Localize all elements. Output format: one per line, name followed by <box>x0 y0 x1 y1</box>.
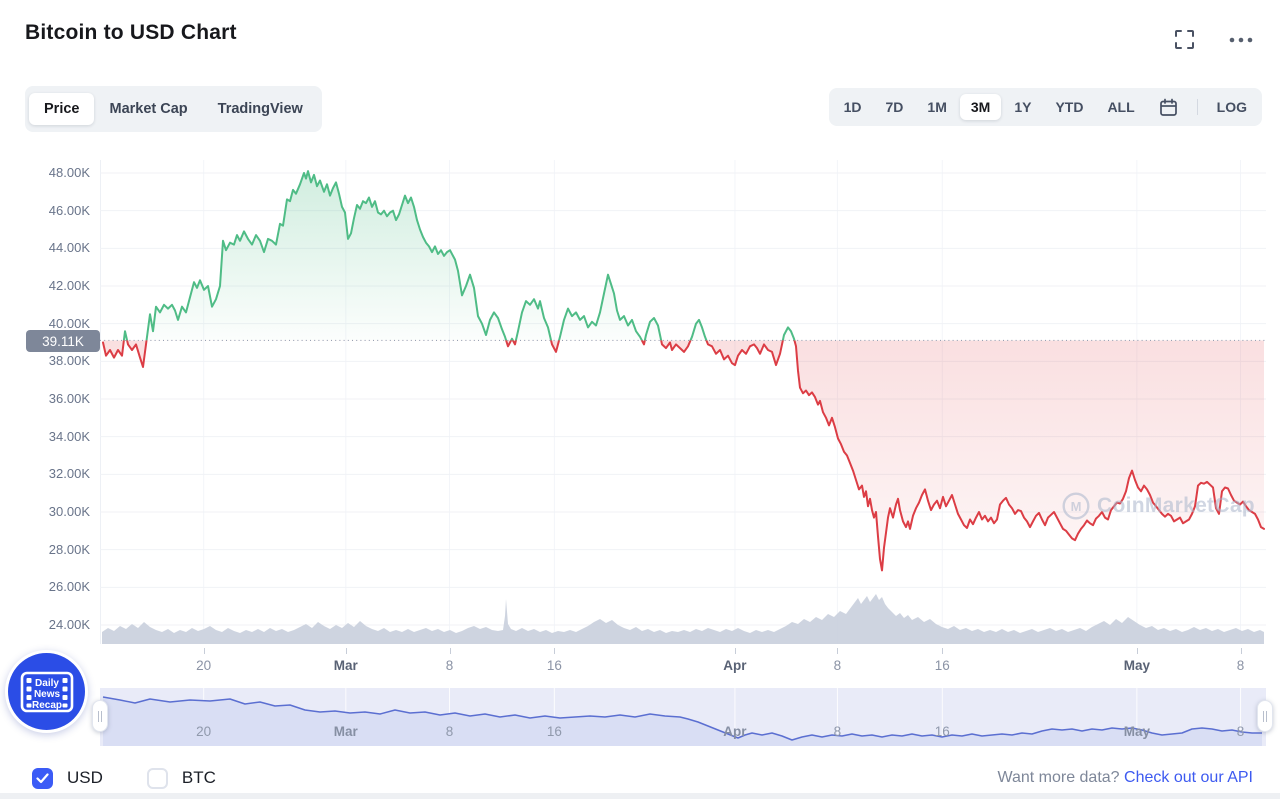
checkmark-icon <box>36 772 49 783</box>
film-strip-icon: Daily News Recap <box>20 671 73 712</box>
more-options-icon[interactable] <box>1228 36 1254 44</box>
x-axis-tick <box>554 648 556 654</box>
tab-price[interactable]: Price <box>29 93 95 125</box>
y-axis-label: 36.00K <box>48 390 90 406</box>
fullscreen-icon[interactable] <box>1175 30 1194 49</box>
price-area-below-reference <box>103 340 1264 571</box>
x-axis-label: Apr <box>723 658 747 673</box>
usd-checkbox-label[interactable]: USD <box>67 768 103 787</box>
y-axis-label: 38.00K <box>48 353 90 369</box>
coinmarketcap-watermark: M CoinMarketCap <box>1062 492 1255 520</box>
navigator-area <box>103 697 1262 746</box>
api-link[interactable]: Check out our API <box>1124 769 1253 786</box>
current-price-badge: 39.11K <box>26 330 100 352</box>
range-7d[interactable]: 7D <box>885 99 904 115</box>
x-axis-label: May <box>1123 658 1150 673</box>
y-axis-label: 40.00K <box>48 315 90 331</box>
y-axis-label: 48.00K <box>48 165 90 180</box>
y-axis-label: 24.00K <box>48 616 90 632</box>
navigator-line <box>102 696 1262 741</box>
price-line-down-segments <box>102 340 1265 572</box>
log-scale-toggle[interactable]: LOG <box>1216 99 1247 115</box>
y-axis-label: 26.00K <box>48 579 90 595</box>
x-axis-label: Mar <box>333 658 358 673</box>
watermark-text: CoinMarketCap <box>1097 494 1255 517</box>
x-axis-tick <box>1136 648 1138 654</box>
navigator-label: 16 <box>546 724 562 739</box>
btc-checkbox[interactable] <box>146 767 168 789</box>
svg-text:Daily: Daily <box>35 678 59 689</box>
navigator-label: 8 <box>833 724 842 739</box>
brush-handle-right[interactable] <box>1257 700 1273 732</box>
x-axis-label: 16 <box>546 658 562 673</box>
svg-text:News: News <box>33 689 60 700</box>
y-axis-label: 32.00K <box>48 466 90 482</box>
navigator-brush-track[interactable] <box>100 688 1266 746</box>
range-1d[interactable]: 1D <box>843 99 862 115</box>
x-axis-tick <box>203 648 205 654</box>
navigator-label: Mar <box>333 724 358 739</box>
range-all[interactable]: ALL <box>1107 99 1135 115</box>
x-axis-tick <box>837 648 839 654</box>
range-1y[interactable]: 1Y <box>1014 99 1032 115</box>
price-line-up-segments <box>122 170 796 341</box>
y-axis-label: 34.00K <box>48 428 90 444</box>
x-axis-label: 20 <box>196 658 212 673</box>
chart-type-tab-bar: Price Market Cap TradingView <box>25 86 322 132</box>
x-axis-label: 8 <box>1236 658 1245 673</box>
btc-checkbox-label[interactable]: BTC <box>181 768 216 787</box>
range-ytd[interactable]: YTD <box>1055 99 1084 115</box>
x-axis-label: 16 <box>934 658 950 673</box>
x-axis-label: 8 <box>833 658 842 673</box>
api-prompt-text: Want more data? <box>997 769 1120 786</box>
y-axis-label: 42.00K <box>48 277 90 293</box>
x-axis-tick <box>1240 648 1242 654</box>
y-axis-label: 46.00K <box>48 202 90 218</box>
price-chart-plot[interactable] <box>100 160 1266 657</box>
y-axis-label: 28.00K <box>48 541 90 557</box>
calendar-icon[interactable] <box>1148 93 1189 122</box>
navigator-label: May <box>1123 724 1150 739</box>
navigator-label: Apr <box>723 724 747 739</box>
y-axis-label: 44.00K <box>48 240 90 256</box>
svg-text:M: M <box>1071 499 1082 514</box>
brush-handle-left[interactable] <box>92 700 108 732</box>
page-title: Bitcoin to USD Chart <box>25 21 237 44</box>
x-axis-label: 8 <box>445 658 454 673</box>
x-axis-tick <box>942 648 944 654</box>
range-1m[interactable]: 1M <box>927 99 947 115</box>
tab-market-cap[interactable]: Market Cap <box>109 101 188 117</box>
navigator-label: 8 <box>445 724 454 739</box>
divider <box>1196 99 1198 115</box>
navigator-label: 16 <box>934 724 950 739</box>
navigator-label: 8 <box>1236 724 1245 739</box>
x-axis-tick <box>345 648 347 654</box>
range-selector-bar: 1D 7D 1M 3M 1Y YTD ALL LOG <box>828 88 1262 126</box>
tab-tradingview[interactable]: TradingView <box>217 101 303 117</box>
bottom-divider-strip <box>0 793 1280 799</box>
range-3m[interactable]: 3M <box>959 94 1002 120</box>
navigator-label: 20 <box>196 724 212 739</box>
x-axis-tick <box>734 648 736 654</box>
y-axis-label: 30.00K <box>48 503 90 519</box>
volume-bars <box>102 594 1264 644</box>
currency-toggle-row: USD BTC Want more data? Check out our AP… <box>0 763 1280 793</box>
svg-text:Recap: Recap <box>31 700 61 711</box>
usd-checkbox[interactable] <box>32 767 53 789</box>
daily-news-recap-badge[interactable]: Daily News Recap <box>5 650 88 733</box>
x-axis-tick <box>449 648 451 654</box>
coinmarketcap-logo-icon: M <box>1062 492 1090 520</box>
